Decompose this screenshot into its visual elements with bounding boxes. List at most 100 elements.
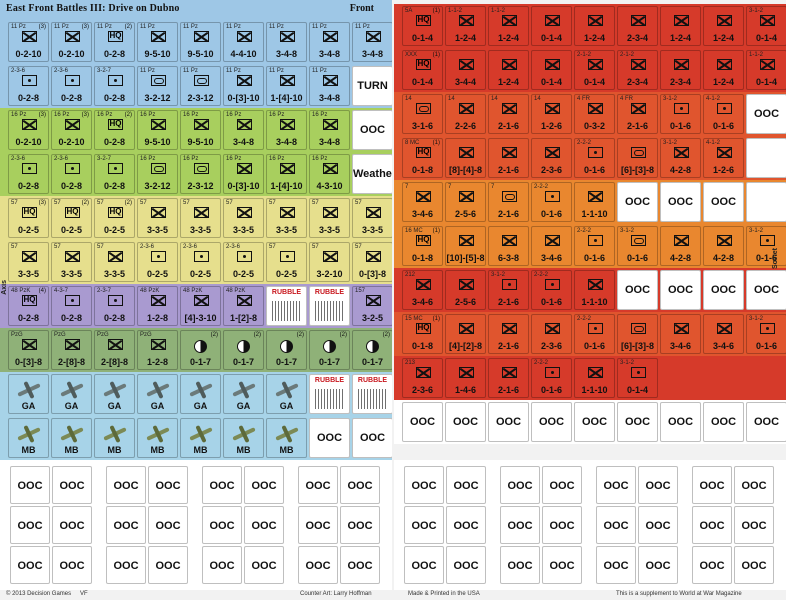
counter[interactable]: [10]-[5]-8 [445, 226, 486, 266]
counter[interactable]: 7 2-1-6 [488, 182, 529, 222]
counter[interactable]: 1-1-2 1-2-4 [445, 6, 486, 46]
ooc-marker[interactable]: OOC [52, 506, 92, 544]
rubble-marker[interactable]: RUBBLE [309, 286, 350, 326]
counter[interactable]: 3-2-7 0-2-8 [94, 154, 135, 194]
ooc-marker[interactable]: OOC [404, 466, 444, 504]
counter[interactable]: 11 Pz 0-[3]-10 [223, 66, 264, 106]
ooc-marker[interactable]: OOC [500, 506, 540, 544]
counter[interactable]: 16 Pz (2) HQ 0-2-8 [94, 110, 135, 150]
ooc-marker[interactable]: OOC [446, 466, 486, 504]
ooc-marker[interactable]: OOC [244, 466, 284, 504]
ooc-marker[interactable]: OOC [596, 546, 636, 584]
counter[interactable]: 3-1-2 0-1-4 [746, 6, 786, 46]
counter[interactable]: 4 FR 0-3-2 [574, 94, 615, 134]
counter[interactable]: [6]-[3]-8 [617, 314, 658, 354]
marker-counter[interactable] [746, 182, 786, 222]
counter[interactable]: 11 Pz 3-4-8 [266, 22, 307, 62]
ooc-marker[interactable]: OOC [542, 466, 582, 504]
counter[interactable]: 0-1-4 [531, 6, 572, 46]
counter[interactable]: 57 3-3-5 [94, 242, 135, 282]
counter[interactable]: 2-1-2 2-3-4 [617, 50, 658, 90]
counter[interactable]: 57 3-3-5 [137, 198, 178, 238]
counter[interactable]: 2-3-6 [531, 314, 572, 354]
counter[interactable]: 2-3-6 0-2-5 [137, 242, 178, 282]
counter[interactable]: MB [51, 418, 92, 458]
counter[interactable]: 57 3-3-5 [8, 242, 49, 282]
marker-counter[interactable] [746, 138, 786, 178]
counter[interactable]: 57 0-2-5 [266, 242, 307, 282]
blank-space[interactable] [660, 358, 701, 398]
counter[interactable]: 7 3-4-6 [402, 182, 443, 222]
counter[interactable]: 15 MC (1) HQ 0-1-8 [402, 314, 443, 354]
counter[interactable]: 16 Pz 3-4-8 [266, 110, 307, 150]
counter[interactable]: GA [180, 374, 221, 414]
counter[interactable]: 3-1-2 0-1-6 [617, 226, 658, 266]
marker-counter[interactable]: OOC [746, 402, 786, 442]
counter[interactable]: 11 Pz (2) HQ 0-2-8 [94, 22, 135, 62]
counter[interactable]: 11 Pz 3-2-12 [137, 66, 178, 106]
counter[interactable]: 1-1-10 [574, 182, 615, 222]
ooc-marker[interactable]: OOC [106, 546, 146, 584]
counter[interactable]: 11 Pz 3-4-8 [309, 66, 350, 106]
counter[interactable]: 1-2-4 [488, 50, 529, 90]
blank-space[interactable] [746, 358, 786, 398]
counter[interactable]: (2) 0-1-7 [352, 330, 392, 370]
counter[interactable]: 3-1-2 2-1-6 [488, 270, 529, 310]
counter[interactable]: 1-1-10 [574, 358, 615, 398]
counter[interactable]: GA [94, 374, 135, 414]
counter[interactable]: 57 (3) HQ 0-2-5 [8, 198, 49, 238]
counter[interactable]: 57 3-3-5 [180, 198, 221, 238]
marker-counter[interactable]: OOC [402, 402, 443, 442]
counter[interactable]: 11 Pz 2-3-12 [180, 66, 221, 106]
ooc-marker[interactable]: OOC [10, 546, 50, 584]
counter[interactable]: (2) 0-1-7 [266, 330, 307, 370]
counter[interactable]: 11 Pz 3-4-8 [309, 22, 350, 62]
ooc-marker[interactable]: OOC [692, 466, 732, 504]
ooc-marker[interactable]: OOC [404, 506, 444, 544]
ooc-marker[interactable]: OOC [446, 506, 486, 544]
marker-counter[interactable]: OOC [660, 402, 701, 442]
ooc-marker[interactable]: OOC [692, 506, 732, 544]
counter[interactable]: PzG 0-[3]-8 [8, 330, 49, 370]
counter[interactable]: GA [137, 374, 178, 414]
marker-counter[interactable]: OOC [746, 94, 786, 134]
counter[interactable]: 4-3-7 0-2-8 [51, 286, 92, 326]
marker-counter[interactable]: OOC [660, 270, 701, 310]
counter[interactable]: 16 Pz 4-3-10 [309, 154, 350, 194]
counter[interactable]: PzG 2-[8]-8 [51, 330, 92, 370]
counter[interactable]: 3-1-2 0-1-6 [660, 94, 701, 134]
counter[interactable]: 14 3-1-6 [402, 94, 443, 134]
counter[interactable]: GA [51, 374, 92, 414]
marker-counter[interactable]: OOC [703, 402, 744, 442]
counter[interactable]: 16 Pz (3) 0-2-10 [8, 110, 49, 150]
counter[interactable]: 2-3-6 0-2-8 [51, 154, 92, 194]
counter[interactable]: 1-1-2 1-2-4 [488, 6, 529, 46]
counter[interactable]: MB [8, 418, 49, 458]
marker-counter[interactable]: OOC [488, 402, 529, 442]
ooc-marker[interactable]: OOC [692, 546, 732, 584]
ooc-marker[interactable]: OOC [298, 506, 338, 544]
ooc-marker[interactable]: OOC [404, 546, 444, 584]
counter[interactable]: 57 (2) HQ 0-2-5 [94, 198, 135, 238]
counter[interactable]: 48 PzK 1-[2]-8 [223, 286, 264, 326]
marker-counter[interactable]: OOC [531, 402, 572, 442]
counter[interactable]: 0-1-4 [531, 50, 572, 90]
ooc-marker[interactable]: OOC [106, 506, 146, 544]
counter[interactable]: 2-3-7 0-2-8 [94, 286, 135, 326]
ooc-marker[interactable]: OOC [148, 506, 188, 544]
counter[interactable]: 2-1-6 [488, 314, 529, 354]
counter[interactable]: MB [180, 418, 221, 458]
counter[interactable]: 6-3-8 [488, 226, 529, 266]
counter[interactable]: 11 Pz (3) 0-2-10 [8, 22, 49, 62]
marker-counter[interactable]: OOC [309, 418, 350, 458]
counter[interactable]: 4-1-2 1-2-6 [703, 138, 744, 178]
marker-counter[interactable]: OOC [352, 110, 392, 150]
counter[interactable]: 57 3-3-5 [51, 242, 92, 282]
counter[interactable]: MB [94, 418, 135, 458]
counter[interactable]: 57 3-3-5 [223, 198, 264, 238]
ooc-marker[interactable]: OOC [340, 506, 380, 544]
marker-counter[interactable]: OOC [617, 182, 658, 222]
marker-counter[interactable]: OOC [660, 182, 701, 222]
ooc-marker[interactable]: OOC [734, 506, 774, 544]
counter[interactable]: 213 2-3-6 [402, 358, 443, 398]
